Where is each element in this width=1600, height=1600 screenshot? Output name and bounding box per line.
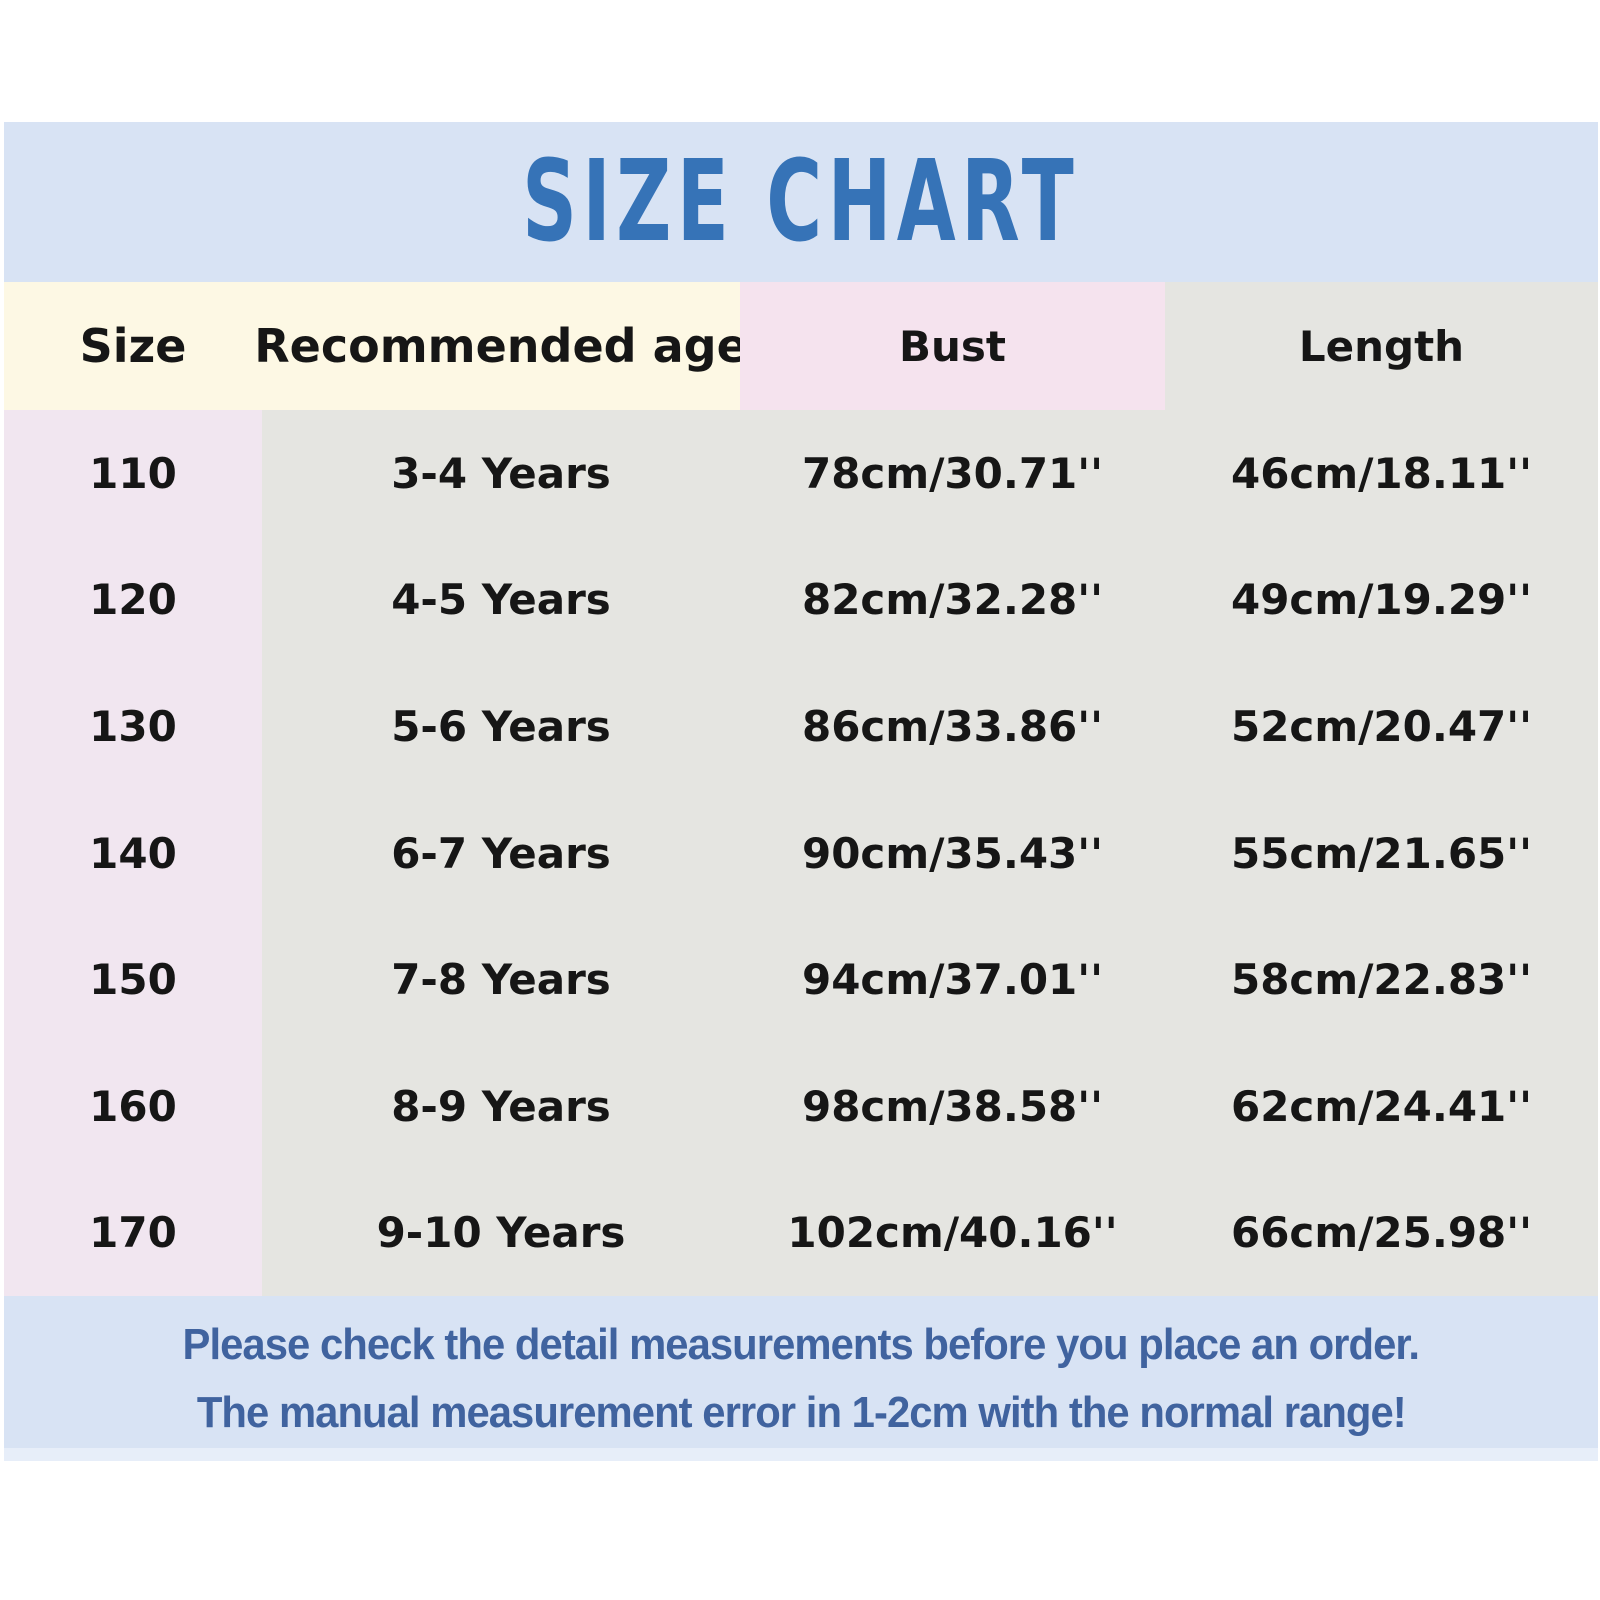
cell-age: 8-9 Years (391, 1081, 611, 1131)
cell-length: 62cm/24.41'' (1230, 1081, 1532, 1131)
column-header-recommended-age: Recommended age (254, 319, 748, 373)
cell-length: 49cm/19.29'' (1230, 575, 1532, 625)
table-row: 160 8-9 Years 98cm/38.58'' 62cm/24.41'' (4, 1043, 1598, 1170)
footer-note-line-2: The manual measurement error in 1-2cm wi… (196, 1388, 1407, 1437)
header-cell-bust: Bust (740, 282, 1165, 410)
column-header-size: Size (79, 319, 187, 373)
cell-length: 55cm/21.65'' (1230, 828, 1532, 878)
footer-note-line-1: Please check the detail measurements bef… (182, 1320, 1420, 1369)
cell-bust: 86cm/33.86'' (801, 701, 1103, 751)
cell-bust: 90cm/35.43'' (801, 828, 1103, 878)
cell-age: 5-6 Years (391, 701, 611, 751)
cell-bust: 94cm/37.01'' (801, 955, 1103, 1005)
cell-size: 130 (89, 701, 177, 751)
cell-age: 3-4 Years (391, 448, 611, 498)
cell-length: 66cm/25.98'' (1230, 1208, 1532, 1258)
table-row: 130 5-6 Years 86cm/33.86'' 52cm/20.47'' (4, 663, 1598, 790)
cell-bust: 78cm/30.71'' (801, 448, 1103, 498)
page-title: SIZE CHART (522, 137, 1080, 267)
cell-size: 160 (89, 1081, 177, 1131)
cell-size: 170 (89, 1208, 177, 1258)
table-row: 140 6-7 Years 90cm/35.43'' 55cm/21.65'' (4, 790, 1598, 917)
table-body-background (262, 410, 1598, 1296)
table-row: 150 7-8 Years 94cm/37.01'' 58cm/22.83'' (4, 916, 1598, 1043)
cell-age: 4-5 Years (391, 575, 611, 625)
header-cell-size-age: Size Recommended age (4, 282, 748, 410)
cell-bust: 102cm/40.16'' (787, 1208, 1118, 1258)
cell-length: 46cm/18.11'' (1230, 448, 1532, 498)
size-table-body: 110 3-4 Years 78cm/30.71'' 46cm/18.11'' 120 4… (4, 410, 1598, 1296)
footer-banner: Please check the detail measurements bef… (4, 1296, 1598, 1448)
title-banner: SIZE CHART (4, 122, 1598, 282)
cell-size: 150 (89, 955, 177, 1005)
cell-length: 52cm/20.47'' (1230, 701, 1532, 751)
footer-banner-fade-strip (4, 1448, 1598, 1461)
cell-bust: 98cm/38.58'' (801, 1081, 1103, 1131)
cell-size: 120 (89, 575, 177, 625)
cell-bust: 82cm/32.28'' (801, 575, 1103, 625)
cell-size: 110 (89, 448, 177, 498)
column-header-bust: Bust (899, 321, 1006, 371)
cell-age: 6-7 Years (391, 828, 611, 878)
cell-length: 58cm/22.83'' (1230, 955, 1532, 1005)
table-row: 120 4-5 Years 82cm/32.28'' 49cm/19.29'' (4, 537, 1598, 664)
cell-age: 7-8 Years (391, 955, 611, 1005)
column-header-length: Length (1298, 321, 1465, 371)
cell-age: 9-10 Years (376, 1208, 626, 1258)
cell-size: 140 (89, 828, 177, 878)
table-row: 110 3-4 Years 78cm/30.71'' 46cm/18.11'' (4, 410, 1598, 537)
size-column-background (4, 410, 262, 1296)
table-row: 170 9-10 Years 102cm/40.16'' 66cm/25.98'' (4, 1169, 1598, 1296)
header-cell-length: Length (1165, 282, 1598, 410)
